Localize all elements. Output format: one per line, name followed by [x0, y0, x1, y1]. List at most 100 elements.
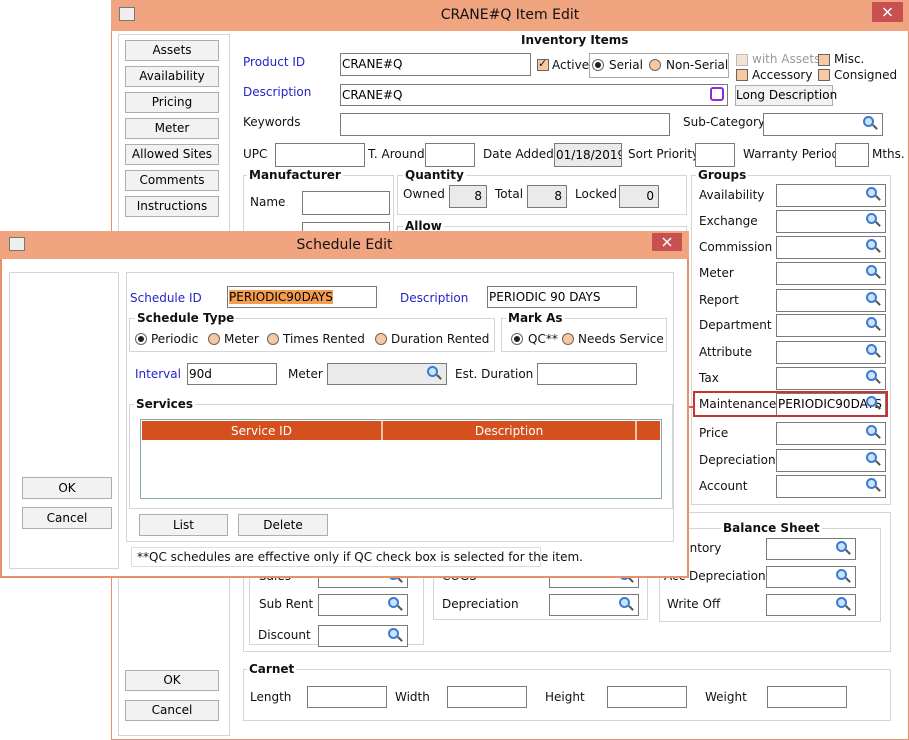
lookup-icon: [619, 597, 630, 608]
group-box: [691, 175, 891, 505]
text-field[interactable]: [340, 113, 670, 136]
lookup-icon: [836, 541, 847, 552]
text-field[interactable]: [776, 341, 886, 364]
radio[interactable]: [267, 333, 279, 345]
group-box: [129, 318, 495, 352]
text-field[interactable]: PERIODIC90DAYS: [776, 393, 886, 416]
text-field[interactable]: [776, 422, 886, 445]
label: Write Off: [667, 597, 721, 611]
text-field[interactable]: [537, 363, 637, 385]
button[interactable]: Instructions: [125, 196, 219, 217]
radio[interactable]: [562, 333, 574, 345]
text-field[interactable]: [307, 686, 387, 708]
close-button[interactable]: [872, 2, 903, 22]
text-field[interactable]: [275, 143, 365, 167]
close-button[interactable]: [652, 233, 682, 251]
text-field[interactable]: [549, 594, 639, 616]
text-field[interactable]: [447, 686, 527, 708]
lookup-icon: [866, 344, 877, 355]
lookup-icon: [866, 265, 877, 276]
text-field[interactable]: [318, 594, 408, 616]
text-field[interactable]: [767, 686, 847, 708]
radio[interactable]: [375, 333, 387, 345]
label: Misc.: [834, 52, 865, 66]
button[interactable]: OK: [22, 477, 112, 499]
button[interactable]: Long Description: [735, 85, 837, 106]
button[interactable]: OK: [125, 670, 219, 691]
label: Total: [495, 187, 524, 201]
section-heading: Inventory Items: [521, 33, 629, 47]
text-field[interactable]: 8: [527, 185, 567, 208]
radio[interactable]: [208, 333, 220, 345]
text-field[interactable]: [695, 143, 735, 167]
text-field[interactable]: [776, 289, 886, 312]
label: Date Added: [483, 147, 554, 161]
text-field[interactable]: 01/18/2019: [554, 143, 622, 167]
label: Discount: [258, 628, 311, 642]
checkbox[interactable]: [818, 69, 830, 81]
text-field[interactable]: CRANE#Q: [340, 84, 728, 106]
text-field[interactable]: [327, 363, 447, 385]
label: Keywords: [243, 115, 301, 129]
radio[interactable]: [649, 59, 661, 71]
group-heading: Mark As: [506, 310, 565, 326]
label: Needs Service: [578, 332, 664, 346]
group-heading: Carnet: [247, 661, 297, 677]
text-field[interactable]: 8: [449, 185, 487, 208]
group-heading: Schedule Type: [135, 310, 237, 326]
text-field[interactable]: [776, 184, 886, 207]
check-mark: ✓: [538, 57, 548, 70]
text-field[interactable]: [766, 566, 856, 588]
checkbox[interactable]: [818, 54, 830, 66]
label: UPC: [243, 147, 268, 161]
text-field[interactable]: [776, 475, 886, 498]
button[interactable]: Comments: [125, 170, 219, 191]
text-field[interactable]: [766, 594, 856, 616]
text-field[interactable]: [776, 262, 886, 285]
label: Serial: [609, 58, 643, 72]
text-field[interactable]: CRANE#Q: [340, 53, 531, 76]
text-field[interactable]: PERIODIC90DAYS: [227, 286, 377, 308]
button[interactable]: Cancel: [125, 700, 219, 721]
radio-dot: [595, 62, 601, 68]
text-field[interactable]: [302, 191, 390, 215]
text-field[interactable]: 90d: [187, 363, 277, 385]
text-field[interactable]: PERIODIC 90 DAYS: [487, 286, 637, 308]
text-field[interactable]: [766, 538, 856, 560]
label: Height: [545, 690, 585, 704]
text-field[interactable]: [763, 113, 883, 136]
right-pane: [126, 272, 674, 542]
text-field[interactable]: [776, 449, 886, 472]
checkbox[interactable]: [736, 69, 748, 81]
label: Description: [400, 291, 469, 305]
button[interactable]: Availability: [125, 66, 219, 87]
text-field[interactable]: [776, 367, 886, 390]
button[interactable]: Meter: [125, 118, 219, 139]
button[interactable]: Allowed Sites: [125, 144, 219, 165]
column-header[interactable]: Service ID: [231, 424, 292, 438]
text-field[interactable]: [776, 236, 886, 259]
lookup-icon: [866, 396, 877, 407]
text-field[interactable]: [318, 625, 408, 647]
column-header[interactable]: Description: [474, 424, 544, 438]
checkbox[interactable]: [736, 54, 748, 66]
checkbox[interactable]: [537, 59, 549, 71]
text-field[interactable]: [835, 143, 869, 167]
text-field[interactable]: [776, 314, 886, 337]
label: Active: [552, 58, 590, 72]
label: Report: [699, 293, 739, 307]
lookup-icon: [866, 452, 877, 463]
button[interactable]: Delete: [238, 514, 328, 536]
text-field[interactable]: 0: [619, 185, 659, 208]
button[interactable]: Pricing: [125, 92, 219, 113]
button[interactable]: List: [139, 514, 228, 536]
label: Attribute: [699, 345, 752, 359]
button[interactable]: Assets: [125, 40, 219, 61]
text-field[interactable]: [607, 686, 687, 708]
label: Width: [395, 690, 430, 704]
text-field[interactable]: [425, 143, 475, 167]
label: Meter: [699, 266, 734, 280]
label: Length: [250, 690, 292, 704]
button[interactable]: Cancel: [22, 507, 112, 529]
text-field[interactable]: [776, 210, 886, 233]
